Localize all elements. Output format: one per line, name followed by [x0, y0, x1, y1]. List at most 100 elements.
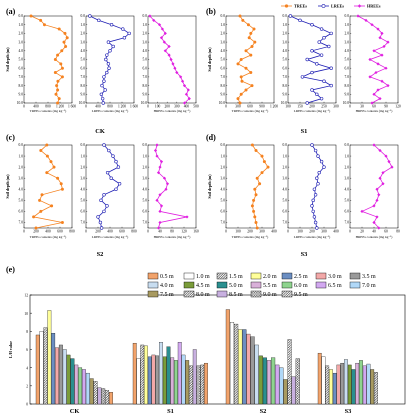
- data-point: [105, 170, 110, 175]
- bar: [246, 333, 251, 405]
- y-tick-label: 6.0: [143, 210, 148, 214]
- data-point: [378, 176, 382, 180]
- legend-swatch: [147, 290, 159, 298]
- legend-label: 0.5 m: [160, 274, 174, 280]
- data-point: [100, 83, 104, 88]
- y-tick-label: 8.0: [221, 84, 226, 88]
- data-point: [54, 92, 58, 96]
- y-axis-title: L/H value: [8, 341, 13, 358]
- data-point: [310, 49, 314, 53]
- bar: [275, 364, 280, 405]
- data-point: [103, 88, 107, 92]
- x-tick-label: 500: [193, 105, 199, 109]
- bar: [340, 362, 345, 405]
- y-tick-label: 0.0: [143, 14, 148, 18]
- bar: [177, 342, 182, 405]
- x-tick-label: 40: [372, 230, 376, 234]
- y-tick-label: 4.0: [221, 187, 226, 191]
- data-point: [180, 79, 185, 83]
- legend-label: 5.5 m: [263, 283, 277, 289]
- data-point: [378, 36, 382, 40]
- x-tick-label: 60: [384, 230, 388, 234]
- y-tick-label: 0: [26, 403, 28, 407]
- data-point: [40, 193, 44, 197]
- y-tick-label: 3.0: [81, 40, 86, 44]
- bar: [347, 364, 352, 405]
- data-point: [56, 101, 60, 105]
- data-point: [380, 31, 384, 35]
- legend-swatch: [315, 281, 327, 289]
- x-tick-label: 300: [174, 105, 180, 109]
- x-axis-title: HREEs contents (mg kg⁻¹): [154, 235, 191, 239]
- data-point: [167, 44, 171, 49]
- bar: [58, 344, 63, 405]
- y-tick-label: 2.0: [19, 165, 24, 169]
- category-label: CK: [70, 408, 80, 415]
- x-tick-label: 0: [225, 230, 227, 234]
- bar: [170, 357, 175, 405]
- y-tick-label: 7.0: [81, 221, 86, 225]
- panel-label-a: (a): [6, 7, 16, 16]
- x-tick-label: 60: [372, 105, 376, 109]
- series-lrees-ck: 0.0 1.0 2.0 3.0 4.0 5.0 6.0 7.0 8.0 9.0 10.00 400 80…: [79, 14, 139, 113]
- y-tick-label: 1.0: [143, 23, 148, 27]
- y-tick-label: 1.0: [143, 154, 148, 158]
- x-tick-label: 160: [193, 230, 199, 234]
- y-tick-label: 4.0: [283, 49, 288, 53]
- data-point: [122, 36, 127, 40]
- data-point: [382, 44, 386, 49]
- data-point: [187, 97, 191, 101]
- bar: [317, 352, 322, 405]
- data-point: [322, 36, 326, 40]
- y-tick-label: 7.0: [143, 221, 148, 225]
- bar: [181, 354, 186, 405]
- y-tick-label: 3.0: [143, 176, 148, 180]
- bar: [271, 357, 276, 405]
- y-tick-label: 7.0: [345, 75, 350, 79]
- x-tick-label: 400: [45, 230, 51, 234]
- bar: [74, 364, 79, 405]
- data-point: [57, 27, 61, 31]
- x-tick-label: 90: [384, 105, 388, 109]
- profile-panel-s1: Soil depth (m) 0.0 1.0 2.0 3.0 4.0 5.0 6.0 7.0 8.…: [207, 14, 401, 113]
- x-axis-title: HREEs contents (mg kg⁻¹): [154, 109, 191, 113]
- bar-group-s2: S2: [225, 309, 300, 415]
- data-point: [250, 143, 254, 147]
- data-point: [260, 154, 264, 158]
- data-point: [101, 101, 105, 105]
- data-point: [156, 226, 161, 230]
- bar: [147, 356, 152, 405]
- data-point: [169, 57, 173, 62]
- bar: [82, 369, 86, 405]
- bar: [366, 363, 371, 405]
- data-point: [49, 160, 53, 164]
- data-point: [254, 149, 258, 153]
- data-point: [96, 215, 100, 219]
- data-point: [111, 154, 115, 158]
- x-tick-label: 800: [131, 230, 137, 234]
- data-point: [60, 49, 64, 53]
- data-point: [250, 84, 254, 88]
- y-tick-label: 3.0: [221, 40, 226, 44]
- data-point: [377, 226, 381, 230]
- x-tick-label: 80: [170, 230, 174, 234]
- y-tick-label: 1.0: [283, 23, 288, 27]
- legend-label: 1.0 m: [196, 274, 210, 280]
- data-point: [159, 36, 164, 40]
- bar: [136, 358, 141, 405]
- legend-label: 7.0 m: [362, 283, 376, 289]
- x-tick-label: 900: [259, 105, 265, 109]
- bar: [291, 376, 296, 405]
- x-tick-label: 300: [235, 105, 241, 109]
- legend-label: 4.0 m: [160, 283, 174, 289]
- data-point: [310, 70, 314, 75]
- x-axis-title: LREEs contents (mg kg⁻¹): [92, 109, 128, 113]
- bar: [162, 356, 167, 405]
- data-point: [65, 36, 69, 40]
- y-tick-label: 8.0: [81, 84, 86, 88]
- data-point: [56, 53, 60, 57]
- x-tick-label: 300: [259, 230, 265, 234]
- data-point: [384, 66, 388, 70]
- data-point: [376, 27, 380, 31]
- data-point: [99, 92, 104, 97]
